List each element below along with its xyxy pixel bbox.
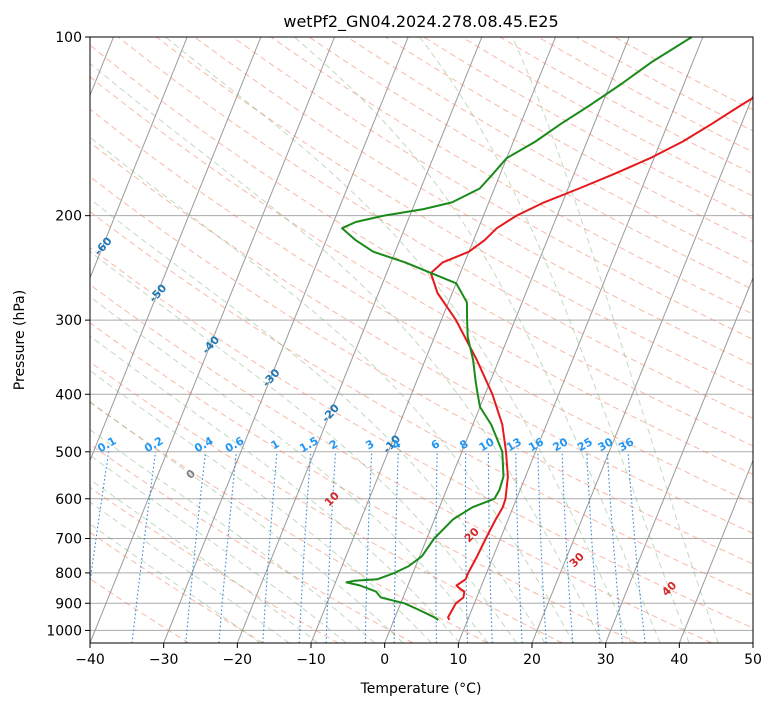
x-tick-label: −20	[223, 652, 253, 668]
mixing-ratio-line	[627, 451, 646, 643]
moist-adiabat-line	[90, 501, 290, 643]
isotherm-line	[310, 37, 557, 643]
dry-adiabat-line	[90, 531, 264, 643]
dry-adiabat-line	[194, 37, 753, 366]
mixing-ratio-line	[606, 451, 623, 643]
y-tick-label: 800	[55, 566, 82, 582]
moist-adiabat-line	[90, 454, 347, 643]
isotherm-line	[605, 276, 753, 643]
x-tick-label: −40	[75, 652, 105, 668]
moist-adiabat-line	[419, 37, 690, 643]
temperature-profile-line	[429, 96, 753, 621]
dry-adiabat-line	[90, 443, 414, 643]
mixing-ratio-line	[218, 451, 237, 643]
mixing-ratio-lines	[90, 451, 646, 643]
moist-adiabat-line	[90, 296, 489, 643]
isotherm-line	[457, 37, 704, 643]
x-tick-label: 30	[597, 652, 615, 668]
mixing-ratio-line	[262, 451, 278, 643]
mixing-ratio-line	[90, 451, 110, 586]
dry-adiabat-line	[90, 284, 712, 643]
isotherm-line	[90, 37, 336, 643]
isotherm-gridlines	[90, 37, 753, 643]
sounding-profiles	[341, 37, 753, 621]
isotherm-line	[384, 37, 630, 643]
y-tick-label: 400	[55, 387, 82, 403]
dry-adiabat-line	[90, 247, 753, 629]
isotherm-line	[678, 459, 753, 643]
dry-adiabat-line	[90, 361, 563, 643]
dewpoint-profile-line	[341, 37, 693, 621]
x-tick-label: 20	[523, 652, 541, 668]
plot-frame	[89, 36, 754, 644]
moist-adiabat-line	[90, 523, 261, 643]
moist-adiabat-line	[293, 37, 661, 643]
y-tick-label: 700	[55, 532, 82, 548]
x-tick-label: 10	[449, 652, 467, 668]
dry-adiabat-line	[308, 37, 753, 291]
mixing-ratio-line	[131, 451, 157, 643]
mixing-ratio-line	[185, 451, 207, 643]
moist-adiabat-line	[90, 136, 575, 643]
mixing-ratio-line	[586, 451, 601, 643]
x-axis-ticks: −40 −30 −20 −10 0 10 20 30 40 50	[75, 643, 762, 668]
moist-adiabat-line	[90, 198, 546, 643]
isotherm-line	[236, 37, 483, 643]
x-tick-label: 50	[744, 652, 762, 668]
isotherm-line	[531, 94, 753, 643]
dry-adiabat-line	[90, 322, 638, 643]
dry-adiabats	[90, 37, 753, 643]
dry-adiabat-line	[90, 176, 753, 565]
x-tick-label: −30	[149, 652, 179, 668]
y-tick-label: 500	[55, 445, 82, 461]
y-tick-label: 600	[55, 492, 82, 508]
dry-adiabat-line	[270, 37, 753, 315]
y-tick-label: 900	[55, 596, 82, 612]
moist-adiabat-line	[512, 37, 719, 643]
moist-adiabats	[90, 37, 719, 643]
isotherm-line	[163, 37, 409, 643]
dry-adiabat-line	[155, 37, 753, 392]
y-tick-label: 100	[55, 30, 82, 46]
mixing-ratio-line	[561, 451, 574, 643]
mixing-ratio-line	[325, 451, 337, 643]
mixing-ratio-line	[537, 451, 547, 643]
x-tick-label: −10	[296, 652, 326, 668]
dry-adiabat-line	[90, 141, 753, 534]
dry-adiabat-line	[90, 76, 753, 475]
y-tick-label: 200	[55, 209, 82, 225]
x-tick-label: 40	[670, 652, 688, 668]
mixing-ratio-line	[298, 451, 312, 643]
isotherm-line	[90, 37, 262, 462]
dry-adiabat-line	[90, 108, 753, 504]
moist-adiabat-line	[90, 400, 404, 643]
x-axis-label: Temperature (°C)	[360, 681, 482, 697]
dry-adiabat-line	[90, 210, 753, 597]
y-tick-label: 1000	[46, 623, 82, 639]
y-tick-label: 300	[55, 313, 82, 329]
y-axis-ticks: 100 200 300 400 500 600 700 800 900 1000	[46, 30, 90, 639]
isotherm-line	[90, 37, 188, 280]
moist-adiabat-line	[90, 428, 376, 643]
moist-adiabat-line	[90, 250, 517, 643]
chart-title: wetPf2_GN04.2024.278.08.45.E25	[283, 12, 558, 32]
moist-adiabat-line	[90, 478, 319, 643]
x-tick-label: 0	[380, 652, 389, 668]
plot-area: -100-90-80-70-60-50-40-30-20-100.10.20.4…	[90, 37, 753, 643]
y-axis-label: Pressure (hPa)	[12, 290, 28, 390]
dry-adiabat-line	[90, 401, 488, 643]
